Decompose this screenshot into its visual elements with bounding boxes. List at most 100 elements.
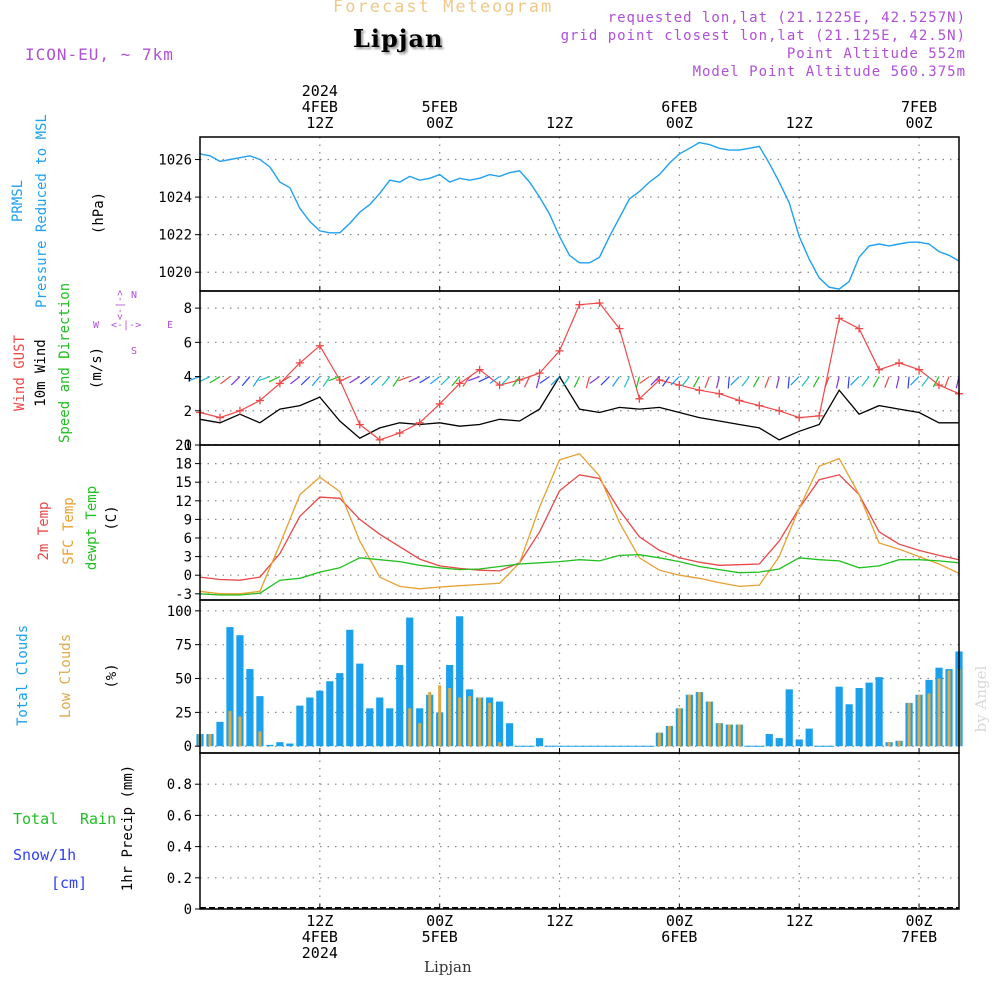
wind-compass: N <-|-> W <-|-> E S bbox=[93, 290, 183, 360]
low-clouds-bar bbox=[737, 724, 741, 747]
clouds-ytick-label: 100 bbox=[167, 604, 192, 620]
wind-direction-arrow bbox=[764, 376, 770, 388]
bottom-time-label: 12Z bbox=[759, 913, 839, 929]
wind-gust-marker bbox=[535, 369, 544, 378]
model-altitude: Model Point Altitude 560.375m bbox=[692, 64, 966, 80]
wind-gust-marker bbox=[475, 365, 484, 374]
time-label-line: 12Z bbox=[545, 912, 574, 930]
low-clouds-bar bbox=[677, 708, 681, 747]
top-time-label: 12Z bbox=[759, 115, 839, 131]
wind-direction-arrow bbox=[910, 376, 920, 386]
wind-direction-arrow bbox=[349, 376, 361, 384]
wind-direction-arrow bbox=[500, 376, 511, 386]
clouds-ytick-label: 25 bbox=[175, 705, 192, 721]
wind-direction-arrow bbox=[775, 376, 780, 389]
wind-direction-arrow bbox=[539, 376, 550, 384]
wind-direction-arrow bbox=[944, 376, 950, 388]
time-label-line: 12Z bbox=[545, 114, 574, 132]
low-clouds-bar bbox=[228, 711, 232, 747]
wind-gust-marker bbox=[295, 358, 304, 367]
total-clouds-bar bbox=[765, 734, 773, 747]
wind-direction-arrow bbox=[252, 376, 261, 387]
wind-gust-marker bbox=[635, 394, 644, 403]
wind-ytick-label: 0 bbox=[184, 438, 192, 454]
wind-direction-arrow bbox=[328, 375, 341, 382]
low-clouds-bar bbox=[697, 692, 701, 747]
wind-direction-arrow bbox=[692, 376, 700, 388]
low-clouds-bar bbox=[937, 678, 941, 747]
requested-coords: requested lon,lat (21.1225E, 42.5257N) bbox=[607, 10, 966, 26]
wind-direction-arrow bbox=[451, 376, 461, 387]
wind-direction-arrow bbox=[600, 376, 610, 386]
pressure-line bbox=[199, 141, 960, 290]
total-clouds-bar bbox=[256, 696, 264, 747]
wind-gust-marker bbox=[595, 298, 604, 307]
wind-direction-arrow bbox=[623, 376, 630, 388]
wind-direction-arrow bbox=[612, 376, 620, 387]
time-label-line: 00Z bbox=[426, 912, 454, 930]
temperature-ytick-label: 9 bbox=[184, 512, 192, 528]
temperature-ytick-label: 3 bbox=[184, 550, 192, 566]
wind-frame bbox=[199, 290, 960, 446]
wind-direction-arrow bbox=[861, 376, 870, 387]
wind-gust-marker bbox=[575, 300, 584, 309]
total-clouds-bar bbox=[456, 616, 464, 747]
precipitation-ytick-label: 0.6 bbox=[167, 808, 192, 824]
wind-direction-arrow bbox=[752, 376, 760, 388]
wind-gust-marker bbox=[875, 365, 884, 374]
wind-direction-arrow bbox=[730, 376, 740, 386]
wind-gust-marker bbox=[415, 418, 424, 427]
wind-gust-line bbox=[199, 302, 960, 441]
temperature-ytick-label: 0 bbox=[184, 568, 192, 584]
compass-south: S bbox=[131, 346, 138, 357]
model-label: ICON-EU, ~ 7km bbox=[25, 45, 174, 64]
total-clouds-bar bbox=[246, 669, 254, 747]
low-clouds-bar bbox=[448, 688, 452, 747]
total-clouds-bar bbox=[296, 705, 304, 747]
wind-gust-marker bbox=[815, 411, 824, 420]
wind-direction-arrow bbox=[429, 376, 441, 385]
wind-gust-marker bbox=[375, 435, 384, 444]
total-clouds-bar bbox=[216, 721, 224, 747]
wind-direction-arrow bbox=[824, 376, 830, 388]
wind-direction-arrow bbox=[392, 376, 401, 387]
total-clouds-bar bbox=[376, 697, 384, 747]
wind-direction-arrow bbox=[921, 376, 930, 387]
wind-direction-arrow bbox=[727, 376, 730, 389]
wind-direction-arrow bbox=[932, 376, 940, 388]
wind-gust-marker bbox=[395, 429, 404, 438]
low-clouds-bar bbox=[408, 708, 412, 747]
wind-direction-arrow bbox=[468, 375, 480, 382]
bottom-time-label: 00Z 6FEB bbox=[639, 913, 719, 945]
total-clouds-bar bbox=[306, 697, 314, 747]
temp-dewpoint-line bbox=[199, 554, 960, 596]
wind-direction-arrow bbox=[635, 376, 641, 389]
wind-gust-marker bbox=[315, 341, 324, 350]
wind-gust-marker bbox=[255, 396, 264, 405]
footer-place: Lipjan bbox=[424, 958, 472, 976]
wind-gust-marker bbox=[495, 381, 504, 390]
total-clouds-bar bbox=[805, 728, 813, 747]
total-clouds-bar bbox=[795, 739, 803, 747]
low-clouds-bar bbox=[907, 702, 911, 747]
wind-direction-arrow bbox=[419, 376, 431, 384]
low-clouds-bar bbox=[917, 694, 921, 747]
low-clouds-bar bbox=[468, 696, 472, 747]
wind-direction-arrow bbox=[639, 376, 650, 384]
wind-gust-marker bbox=[795, 413, 804, 422]
wind-direction-arrow bbox=[440, 376, 451, 386]
low-clouds-bar bbox=[717, 723, 721, 747]
low-clouds-bar bbox=[667, 725, 671, 747]
wind-direction-arrow bbox=[268, 376, 281, 383]
wind-gust-marker bbox=[855, 324, 864, 333]
low-clouds-bar bbox=[238, 716, 242, 747]
temperature-ytick-label: 21 bbox=[175, 438, 192, 454]
wind-direction-arrow bbox=[573, 376, 581, 388]
total-clouds-bar bbox=[845, 704, 853, 747]
wind-gust-marker bbox=[915, 365, 924, 374]
temperature-ytick-label: 18 bbox=[175, 457, 192, 473]
top-time-label: 7FEB 00Z bbox=[879, 99, 959, 131]
time-label-line: 4FEB bbox=[301, 928, 338, 946]
low-clouds-bar bbox=[458, 697, 462, 747]
